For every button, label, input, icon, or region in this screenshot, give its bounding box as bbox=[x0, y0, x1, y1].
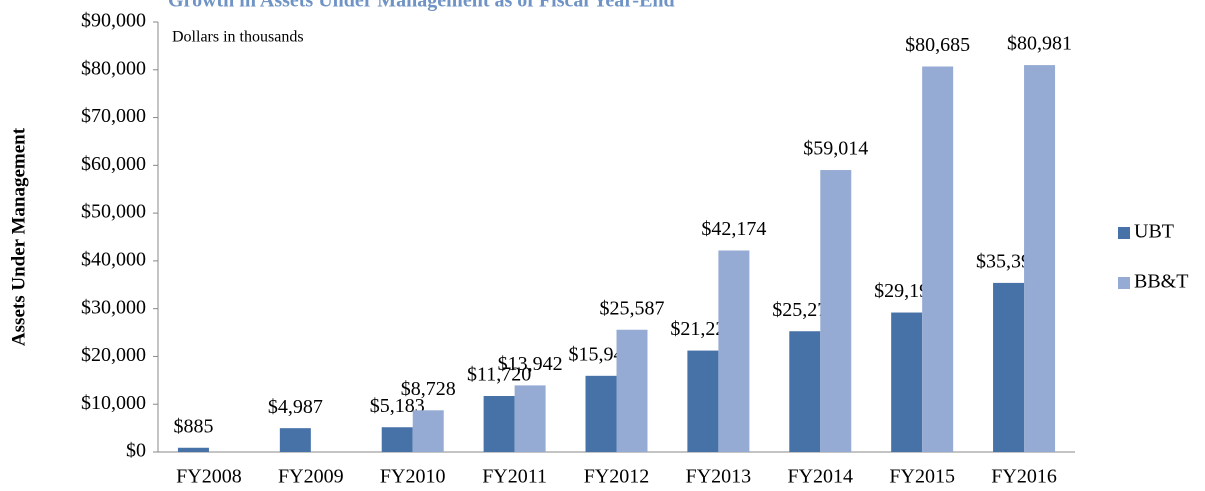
bar bbox=[1024, 65, 1056, 453]
bar bbox=[585, 375, 617, 452]
data-label: $25,587 bbox=[600, 297, 665, 319]
x-tick-label: FY2008 bbox=[176, 466, 242, 488]
y-tick-label: $20,000 bbox=[81, 344, 146, 366]
x-tick-label: FY2009 bbox=[278, 466, 344, 488]
bar bbox=[279, 428, 311, 452]
y-tick-label: $80,000 bbox=[81, 57, 146, 79]
data-label: $5,183 bbox=[370, 395, 425, 417]
data-label: $11,720 bbox=[467, 364, 531, 386]
x-tick-label: FY2010 bbox=[380, 466, 446, 488]
legend-label: BB&T bbox=[1134, 271, 1188, 293]
bar bbox=[922, 66, 954, 452]
x-tick-label: FY2012 bbox=[584, 466, 650, 488]
bar bbox=[718, 250, 750, 452]
bar bbox=[483, 396, 515, 452]
data-label: $80,685 bbox=[905, 34, 970, 56]
bar bbox=[891, 312, 923, 452]
x-tick-label: FY2016 bbox=[991, 466, 1057, 488]
y-tick-label: $40,000 bbox=[81, 248, 146, 270]
legend-swatch bbox=[1118, 227, 1130, 239]
legend-swatch bbox=[1118, 277, 1130, 289]
y-tick-label: $10,000 bbox=[81, 392, 146, 414]
y-tick-label: $50,000 bbox=[81, 201, 146, 223]
bar bbox=[412, 410, 444, 452]
chart-title: Growth in Assets Under Management as of … bbox=[168, 0, 675, 12]
bar bbox=[514, 385, 546, 452]
data-label: $8,728 bbox=[401, 378, 456, 400]
y-tick-label: $30,000 bbox=[81, 296, 146, 318]
bar bbox=[616, 329, 648, 452]
bar bbox=[381, 427, 413, 452]
y-tick-label: $60,000 bbox=[81, 153, 146, 175]
y-tick-label: $90,000 bbox=[81, 10, 146, 32]
y-tick-label: $70,000 bbox=[81, 105, 146, 127]
data-label: $885 bbox=[173, 415, 213, 437]
legend-label: UBT bbox=[1134, 221, 1174, 243]
data-label: $59,014 bbox=[803, 138, 868, 160]
annotation: Dollars in thousands bbox=[172, 29, 304, 46]
x-tick-label: FY2015 bbox=[889, 466, 955, 488]
data-label: $80,981 bbox=[1007, 33, 1072, 55]
bar bbox=[687, 350, 719, 452]
x-tick-label: FY2014 bbox=[787, 466, 853, 488]
bar bbox=[993, 282, 1025, 452]
data-label: $4,987 bbox=[268, 396, 323, 418]
data-label: $42,174 bbox=[701, 218, 766, 240]
data-label: $13,942 bbox=[498, 353, 563, 375]
x-tick-label: FY2011 bbox=[482, 466, 547, 488]
bar bbox=[820, 170, 852, 452]
bar bbox=[177, 447, 209, 452]
bar bbox=[789, 331, 821, 452]
y-axis-label: Assets Under Management bbox=[8, 127, 29, 346]
y-tick-label: $0 bbox=[126, 440, 146, 462]
x-tick-label: FY2013 bbox=[686, 466, 752, 488]
